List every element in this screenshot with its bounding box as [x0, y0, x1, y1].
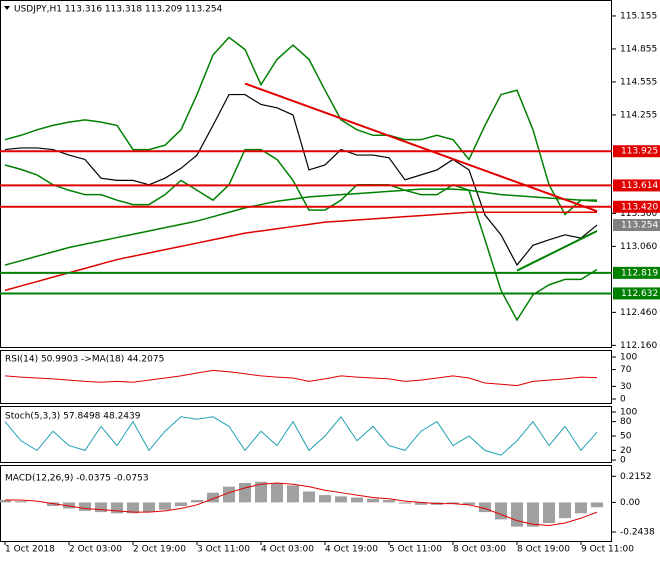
histogram-bar — [511, 502, 523, 527]
y-tick-label: 30 — [620, 382, 632, 392]
y-tick-label: 100 — [620, 353, 637, 363]
histogram-bar — [15, 501, 27, 503]
histogram-bar — [495, 502, 507, 520]
y-tick-label: 0.00 — [620, 498, 640, 508]
histogram-bar — [239, 482, 251, 503]
histogram-bar — [575, 502, 587, 514]
x-tick-label: 8 Oct 03:00 — [453, 545, 506, 555]
x-tick-label: 4 Oct 19:00 — [325, 545, 378, 555]
histogram-bar — [415, 502, 427, 505]
price-line — [4, 148, 598, 322]
x-tick-label: 4 Oct 03:00 — [261, 545, 314, 555]
x-tick-label: 2 Oct 19:00 — [133, 545, 186, 555]
level-label: 112.819 — [621, 268, 658, 278]
histogram-bar — [447, 502, 459, 504]
price-line — [4, 36, 597, 216]
x-tick-label: 3 Oct 11:00 — [197, 545, 250, 555]
y-tick-label: 70 — [620, 365, 632, 375]
y-tick-label: 113.360 — [620, 209, 657, 219]
level-label: 113.614 — [621, 181, 658, 191]
current-price-tag — [613, 219, 660, 232]
level-tag — [613, 266, 660, 279]
panel-title: MACD(12,26,9) -0.0375 -0.0753 — [5, 474, 149, 484]
histogram-bar — [255, 481, 267, 503]
indicator-line — [4, 369, 598, 387]
signal-line — [5, 482, 598, 526]
histogram-bar — [479, 502, 491, 513]
level-label: 113.420 — [621, 202, 658, 212]
histogram-bar — [591, 502, 603, 508]
y-tick-label: 0 — [620, 395, 626, 405]
macd-panel — [0, 465, 612, 542]
histogram-bar — [111, 502, 123, 514]
histogram-bar — [367, 498, 379, 503]
y-tick-label: 20 — [620, 446, 632, 456]
y-tick-label: 80 — [620, 417, 632, 427]
y-tick-label: 114.855 — [620, 44, 657, 54]
histogram-bar — [463, 502, 475, 505]
histogram-bar — [303, 491, 315, 503]
menu-arrow[interactable] — [4, 6, 10, 10]
x-tick-label: 8 Oct 19:00 — [517, 545, 570, 555]
histogram-bar — [79, 502, 91, 511]
y-tick-label: -0.2438 — [620, 527, 655, 537]
panel-title: Stoch(5,3,3) 57.8498 48.2439 — [5, 412, 141, 422]
x-tick-label: 5 Oct 11:00 — [389, 545, 442, 555]
y-tick-label: 0.2152 — [620, 472, 652, 482]
histogram-bar — [271, 482, 283, 503]
stoch-panel — [0, 406, 612, 463]
histogram-bar — [287, 485, 299, 503]
histogram-bar — [527, 502, 539, 527]
histogram-bar — [351, 497, 363, 503]
histogram-bar — [47, 502, 59, 507]
y-tick-label: 113.060 — [620, 242, 657, 252]
panel-title: USDJPY,H1 113.316 113.318 113.209 113.25… — [14, 5, 223, 15]
x-tick-label: 9 Oct 11:00 — [581, 545, 634, 555]
y-tick-label: 114.255 — [620, 110, 657, 120]
rsi-panel — [0, 350, 612, 404]
histogram-bar — [543, 502, 555, 524]
panel-title: RSI(14) 50.9903 ->MA(18) 44.2075 — [5, 355, 164, 365]
histogram-bar — [191, 499, 203, 503]
trendline — [244, 82, 598, 213]
level-tag — [613, 179, 660, 192]
y-tick-label: 0 — [620, 456, 626, 466]
histogram-bar — [95, 502, 107, 513]
histogram-bar — [143, 502, 155, 513]
level-tag — [613, 200, 660, 213]
y-tick-label: 50 — [620, 432, 632, 442]
main-panel — [0, 0, 612, 348]
histogram-bar — [399, 502, 411, 504]
histogram-bar — [319, 495, 331, 503]
y-tick-label: 115.155 — [620, 11, 657, 21]
x-tick-label: 1 Oct 2018 — [5, 545, 55, 555]
y-tick-label: 100 — [620, 408, 637, 418]
histogram-bar — [0, 499, 11, 503]
level-label: 113.925 — [621, 147, 658, 157]
level-tag — [613, 145, 660, 158]
indicator-line — [4, 415, 598, 456]
histogram-bar — [559, 502, 571, 519]
histogram-bar — [335, 496, 347, 503]
histogram-bar — [207, 492, 219, 503]
histogram-bar — [63, 502, 75, 509]
price-line — [4, 188, 598, 266]
histogram-bar — [159, 502, 171, 510]
histogram-bar — [223, 486, 235, 503]
trendline — [516, 230, 598, 272]
y-tick-label: 114.555 — [620, 77, 657, 87]
y-tick-label: 112.460 — [620, 308, 657, 318]
histogram-bar — [127, 502, 139, 514]
y-tick-label: 112.160 — [620, 341, 657, 351]
x-tick-label: 2 Oct 03:00 — [69, 545, 122, 555]
level-label: 112.632 — [621, 289, 658, 299]
histogram-bar — [383, 499, 395, 503]
price-line — [4, 211, 597, 292]
current-price-label: 113.254 — [621, 221, 658, 231]
histogram-bar — [175, 502, 187, 507]
price-line — [4, 93, 598, 267]
level-tag — [613, 287, 660, 300]
